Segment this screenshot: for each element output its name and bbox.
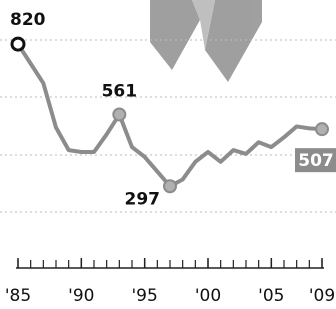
data-label: 297 [125, 189, 161, 209]
x-tick-label: '95 [132, 286, 158, 306]
data-label: 507 [298, 151, 334, 171]
x-tick-label: '05 [258, 286, 284, 306]
x-tick-label: '90 [68, 286, 94, 306]
x-tick-label: '85 [5, 286, 31, 306]
point-marker [12, 38, 24, 50]
data-label: 820 [10, 10, 46, 30]
data-label: 561 [102, 81, 138, 101]
point-marker [113, 108, 125, 120]
x-tick-label: '00 [195, 286, 221, 306]
chart: '85 '90 '95 '00 '05 '09 820 561 297 507 [0, 0, 336, 309]
point-marker [316, 123, 328, 135]
page: {"chart_data": {"type": "line", "x": [19… [0, 0, 336, 309]
ribbon-graphic [150, 0, 262, 82]
x-tick-label: '09 [309, 286, 335, 306]
point-marker [164, 180, 176, 192]
